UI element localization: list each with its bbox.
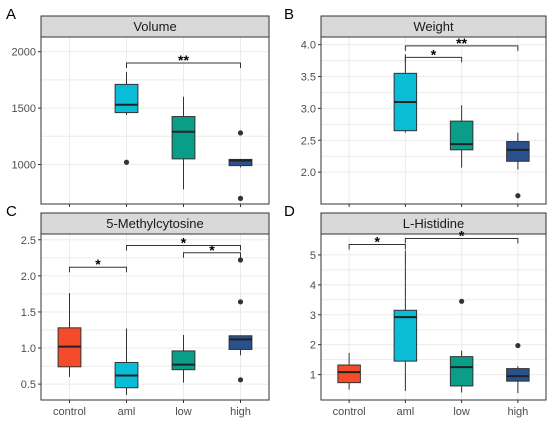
significance-label: ** xyxy=(456,35,467,51)
plot-border xyxy=(320,233,547,401)
box-aml xyxy=(114,71,139,165)
box-body xyxy=(228,158,253,167)
outlier-point xyxy=(237,257,244,263)
box-body xyxy=(449,120,474,151)
y-tick-label: 5 xyxy=(310,250,316,262)
y-tick-label: 2.5 xyxy=(21,235,36,247)
significance-bracket xyxy=(126,62,241,68)
box-body xyxy=(506,368,530,382)
plot-area xyxy=(41,234,269,400)
significance-bracket xyxy=(126,245,241,251)
y-tick-label: 2000 xyxy=(12,47,36,59)
significance-label: ** xyxy=(178,52,189,68)
box-low xyxy=(449,298,474,393)
box-high xyxy=(228,257,253,383)
outlier-point xyxy=(237,195,244,201)
panel-title: 5-Methylcytosine xyxy=(106,216,204,231)
box-aml xyxy=(393,250,418,392)
significance-bracket xyxy=(348,243,406,250)
significance-bracket xyxy=(183,252,241,258)
x-tick-label: control xyxy=(53,406,86,418)
y-tick-label: 1.0 xyxy=(21,343,36,355)
significance-label: * xyxy=(375,233,381,249)
y-tick-label: 2.0 xyxy=(301,167,316,179)
y-tick-label: 1 xyxy=(310,370,316,382)
box-high xyxy=(506,132,530,199)
x-tick-label: aml xyxy=(397,406,415,418)
box-control xyxy=(337,353,361,390)
x-tick-label: low xyxy=(453,406,470,418)
significance-bracket xyxy=(404,56,463,63)
box-aml xyxy=(114,328,139,395)
panel-letter: B xyxy=(284,6,294,23)
y-tick-label: 3 xyxy=(310,310,316,322)
box-high xyxy=(228,130,253,201)
box-control xyxy=(57,293,82,377)
y-tick-label: 1.5 xyxy=(21,307,36,319)
box-body xyxy=(171,116,196,160)
y-tick-label: 2.5 xyxy=(301,135,316,147)
box-body xyxy=(393,309,418,362)
x-tick-label: high xyxy=(507,406,528,418)
significance-label: * xyxy=(181,235,187,251)
y-tick-label: 0.5 xyxy=(21,379,36,391)
box-body xyxy=(228,335,253,350)
panel-letter: A xyxy=(6,6,16,23)
box-body xyxy=(337,364,361,384)
significance-label: * xyxy=(459,227,465,243)
y-tick-label: 3.5 xyxy=(301,72,316,84)
panel-d: D L-Histidine 1 2 3 4 5 control aml low high * * xyxy=(284,203,547,418)
plot-border xyxy=(320,36,547,205)
panel-letter: C xyxy=(6,203,17,220)
x-tick-label: aml xyxy=(118,406,136,418)
box-low xyxy=(171,335,196,383)
outlier-point xyxy=(123,159,130,165)
y-tick-label: 2 xyxy=(310,340,316,352)
box-body xyxy=(506,141,530,162)
plot-area xyxy=(321,37,546,204)
significance-bracket xyxy=(404,45,519,51)
y-tick-label: 2.0 xyxy=(21,271,36,283)
significance-bracket xyxy=(69,266,127,273)
plot-border xyxy=(40,36,270,205)
panel-title: L-Histidine xyxy=(403,216,464,231)
y-tick-label: 1500 xyxy=(12,103,36,115)
significance-label: * xyxy=(431,46,437,62)
x-tick-label: low xyxy=(175,406,192,418)
panel-c: C 5-Methylcytosine 0.5 1.0 1.5 2.0 2.5 control a… xyxy=(6,203,270,418)
panel-title: Weight xyxy=(413,19,454,34)
box-low xyxy=(171,96,196,190)
plot-area xyxy=(41,37,269,204)
box-low xyxy=(449,105,474,168)
y-tick-label: 1000 xyxy=(12,160,36,172)
panel-a: A Volume 1000 1500 2000 ** xyxy=(6,6,270,207)
y-tick-label: 4.0 xyxy=(301,40,316,52)
outlier-point xyxy=(237,130,244,136)
plot-border xyxy=(40,233,270,401)
outlier-point xyxy=(515,193,521,199)
box-body xyxy=(171,350,196,371)
outlier-point xyxy=(515,342,521,349)
x-tick-label: high xyxy=(230,406,251,418)
significance-label: * xyxy=(209,242,215,258)
x-tick-label: control xyxy=(333,406,366,418)
box-high xyxy=(506,342,530,394)
panel-title: Volume xyxy=(133,19,176,34)
significance-bracket xyxy=(404,237,519,244)
box-aml xyxy=(393,54,418,133)
box-body xyxy=(449,356,474,387)
significance-label: * xyxy=(95,256,101,272)
y-tick-label: 4 xyxy=(310,280,316,292)
outlier-point xyxy=(459,298,465,304)
outlier-point xyxy=(237,299,244,305)
box-body xyxy=(114,83,139,114)
panel-letter: D xyxy=(284,203,295,220)
outlier-point xyxy=(237,377,244,383)
y-tick-label: 3.0 xyxy=(301,103,316,115)
